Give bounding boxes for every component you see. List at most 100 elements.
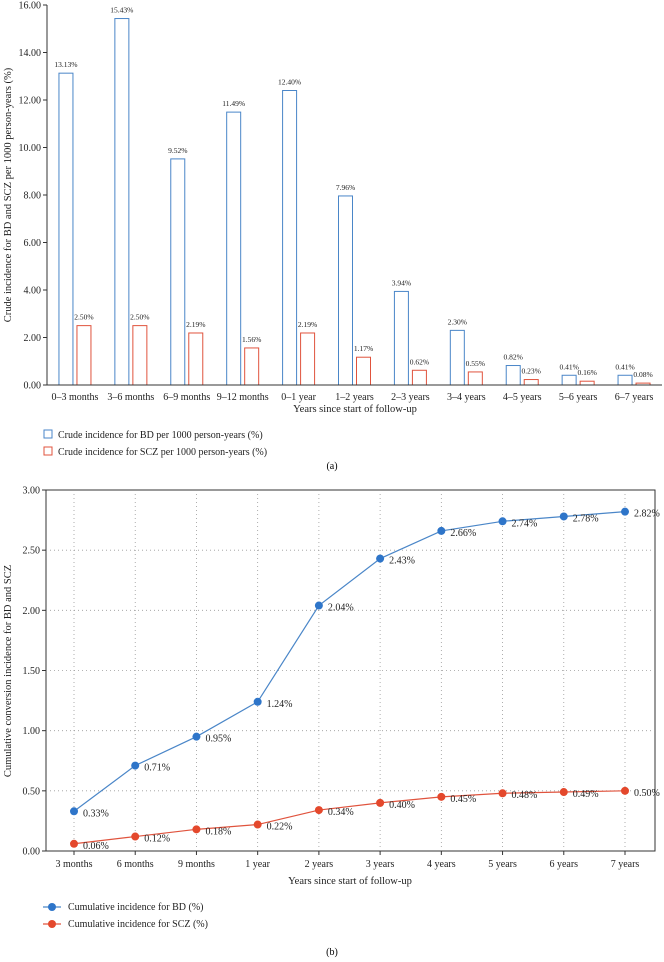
data-label-bd: 11.49%: [222, 99, 245, 108]
data-label-bd: 1.24%: [267, 699, 293, 710]
x-tick-label: 2 years: [305, 859, 334, 870]
bar-scz: [523, 379, 539, 386]
data-label-bd: 0.33%: [83, 808, 109, 819]
data-label-scz: 1.56%: [242, 335, 261, 344]
legend-marker-scz: [48, 920, 56, 928]
data-label-bd: 9.52%: [168, 146, 187, 155]
series-points: [70, 507, 629, 848]
chart-a-axes: [46, 5, 662, 386]
bar-scz: [300, 332, 316, 386]
bar-bd: [170, 158, 186, 386]
data-label-scz: 0.34%: [328, 807, 354, 818]
bar-scz: [579, 380, 595, 386]
data-label-bd: 13.13%: [54, 60, 77, 69]
y-tick-label: 1.00: [23, 726, 41, 737]
point-bd: [192, 732, 201, 741]
point-scz: [376, 798, 385, 807]
x-tick-label: 6 years: [549, 859, 578, 870]
bar-bd: [617, 374, 633, 386]
x-tick-label: 9 months: [178, 859, 215, 870]
x-tick-label: 5–6 years: [559, 392, 598, 403]
caption-b: (b): [326, 947, 338, 958]
data-label-bd: 0.82%: [504, 353, 523, 362]
x-axis-title: Years since start of follow-up: [293, 404, 417, 415]
y-tick-label: 4.00: [24, 286, 42, 297]
bar-bd: [114, 18, 130, 386]
data-label-scz: 0.16%: [577, 368, 596, 377]
point-bd: [559, 512, 568, 521]
line-bd: [73, 511, 626, 812]
data-label-bd: 2.43%: [389, 556, 415, 567]
crude-incidence-bar-chart: 13.13% 2.50% 15.43% 2.50% 9.52% 2.19% 11.49% 1.…: [3, 1, 662, 458]
data-label-scz: 0.06%: [83, 841, 109, 852]
y-tick-label: 8.00: [24, 191, 42, 202]
data-label-scz: 0.12%: [144, 834, 170, 845]
data-label-scz: 2.50%: [130, 313, 149, 322]
data-label-scz: 0.08%: [633, 370, 652, 379]
point-scz: [498, 789, 507, 798]
point-bd: [253, 697, 262, 706]
y-tick-label: 10.00: [19, 143, 42, 154]
legend-label-scz: Cumulative incidence for SCZ (%): [68, 919, 208, 930]
x-tick-label: 7 years: [611, 859, 640, 870]
y-tick-label: 0.00: [23, 847, 41, 858]
point-scz: [437, 792, 446, 801]
x-tick-label: 5 years: [488, 859, 517, 870]
point-scz: [559, 788, 568, 797]
bar-scz: [467, 371, 483, 386]
data-label-bd: 0.95%: [205, 734, 231, 745]
data-label-bd: 12.40%: [278, 78, 301, 87]
y-tick-label: 1.50: [23, 666, 41, 677]
bar-scz: [411, 369, 427, 386]
data-label-scz: 0.40%: [389, 800, 415, 811]
data-label-bd: 2.78%: [573, 513, 599, 524]
point-scz: [314, 806, 323, 815]
line-scz: [73, 790, 626, 845]
point-scz: [621, 786, 629, 795]
data-label-scz: 2.19%: [186, 320, 205, 329]
point-scz: [70, 839, 78, 848]
y-tick-label: 2.00: [24, 333, 42, 344]
data-label-scz: 0.62%: [410, 357, 429, 366]
data-label-bd: 2.74%: [512, 518, 538, 529]
y-tick-label: 12.00: [19, 96, 42, 107]
bar-marks: [58, 18, 651, 386]
data-label-scz: 0.23%: [522, 367, 541, 376]
y-tick-labels: 0.00 0.50 1.00 1.50 2.00 2.50 3.00: [23, 486, 46, 858]
data-label-bd: 0.41%: [615, 362, 634, 371]
y-tick-label: 3.00: [23, 486, 41, 497]
point-scz: [253, 820, 262, 829]
x-tick-label: 3–4 years: [447, 392, 486, 403]
y-tick-label: 6.00: [24, 238, 42, 249]
y-tick-label: 0.50: [23, 786, 41, 797]
point-bd: [70, 807, 78, 816]
point-bd: [437, 526, 446, 535]
series-lines: [73, 511, 626, 845]
legend-label-scz: Crude incidence for SCZ per 1000 person-…: [58, 447, 267, 458]
bar-bd: [561, 374, 577, 386]
bar-bd: [338, 195, 353, 386]
bar-bd: [505, 365, 521, 386]
data-label-scz: 0.50%: [634, 788, 660, 799]
point-bd: [314, 601, 323, 610]
y-tick-label: 0.00: [24, 381, 42, 392]
x-tick-label: 9–12 months: [217, 392, 269, 403]
x-axis-title: Years since start of follow-up: [288, 876, 412, 887]
bar-scz: [76, 325, 92, 386]
point-bd: [376, 554, 385, 563]
bar-bd: [393, 290, 409, 386]
data-label-bd: 2.66%: [450, 528, 476, 539]
data-label-bd: 0.71%: [144, 763, 170, 774]
bar-bd: [226, 111, 242, 386]
x-tick-label: 2–3 years: [391, 392, 430, 403]
bar-scz: [132, 325, 148, 386]
data-label-scz: 0.22%: [267, 822, 293, 833]
bar-data-labels: 13.13% 2.50% 15.43% 2.50% 9.52% 2.19% 11.49% 1.…: [54, 6, 652, 380]
x-tick-label: 3 months: [56, 859, 93, 870]
legend-label-bd: Crude incidence for BD per 1000 person-y…: [58, 430, 263, 441]
x-tick-label: 0–1 year: [281, 392, 316, 403]
legend-marker-bd: [48, 903, 56, 911]
data-label-bd: 3.94%: [392, 278, 411, 287]
x-tick-label: 6 months: [117, 859, 154, 870]
x-tick-label: 4 years: [427, 859, 456, 870]
